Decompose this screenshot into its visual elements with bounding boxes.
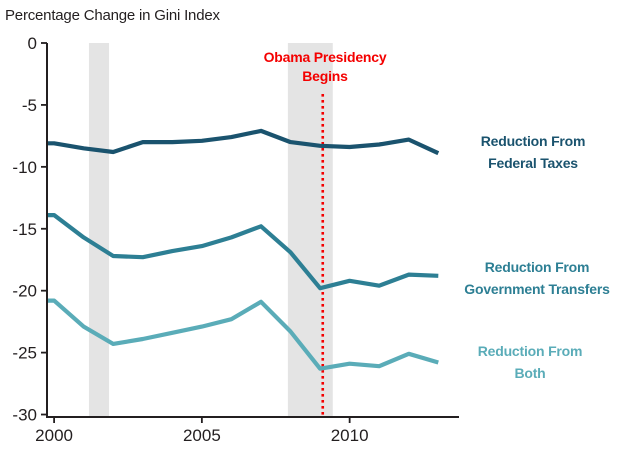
series-label-government-transfers-line1: Reduction From — [484, 259, 590, 275]
y-tick-label: -30 — [12, 406, 37, 425]
series-label-government-transfers-line2: Government Transfers — [464, 281, 610, 297]
series-line-government-transfers — [48, 213, 439, 291]
chart-title: Percentage Change in Gini Index — [5, 7, 220, 24]
series-label-both-line2: Both — [514, 365, 546, 381]
obama-annotation-line2: Begins — [302, 68, 348, 84]
series-label-federal-taxes-line2: Federal Taxes — [488, 155, 578, 171]
obama-annotation: Obama Presidency Begins — [245, 48, 405, 86]
series-label-federal-taxes-line1: Reduction From — [480, 133, 586, 149]
series-label-both-line1: Reduction From — [477, 343, 583, 359]
recession-band — [88, 43, 110, 417]
y-tick-label: 0 — [28, 34, 37, 53]
series-label-government-transfers: Reduction From Government Transfers — [438, 256, 625, 300]
series-line-federal-taxes — [48, 128, 440, 156]
series-label-both: Reduction From Both — [440, 340, 620, 384]
obama-annotation-line1: Obama Presidency — [263, 49, 387, 65]
x-tick-label: 2005 — [183, 426, 221, 445]
y-tick-label: -15 — [12, 220, 37, 239]
y-tick-label: -5 — [22, 96, 37, 115]
recession-band — [287, 43, 333, 417]
series-line-both — [48, 298, 439, 371]
y-tick-label: -25 — [12, 344, 37, 363]
y-tick-label: -10 — [12, 158, 37, 177]
x-tick-label: 2010 — [331, 426, 369, 445]
series-label-federal-taxes: Reduction From Federal Taxes — [443, 130, 623, 174]
y-tick-label: -20 — [12, 282, 37, 301]
x-tick-label: 2000 — [35, 426, 73, 445]
